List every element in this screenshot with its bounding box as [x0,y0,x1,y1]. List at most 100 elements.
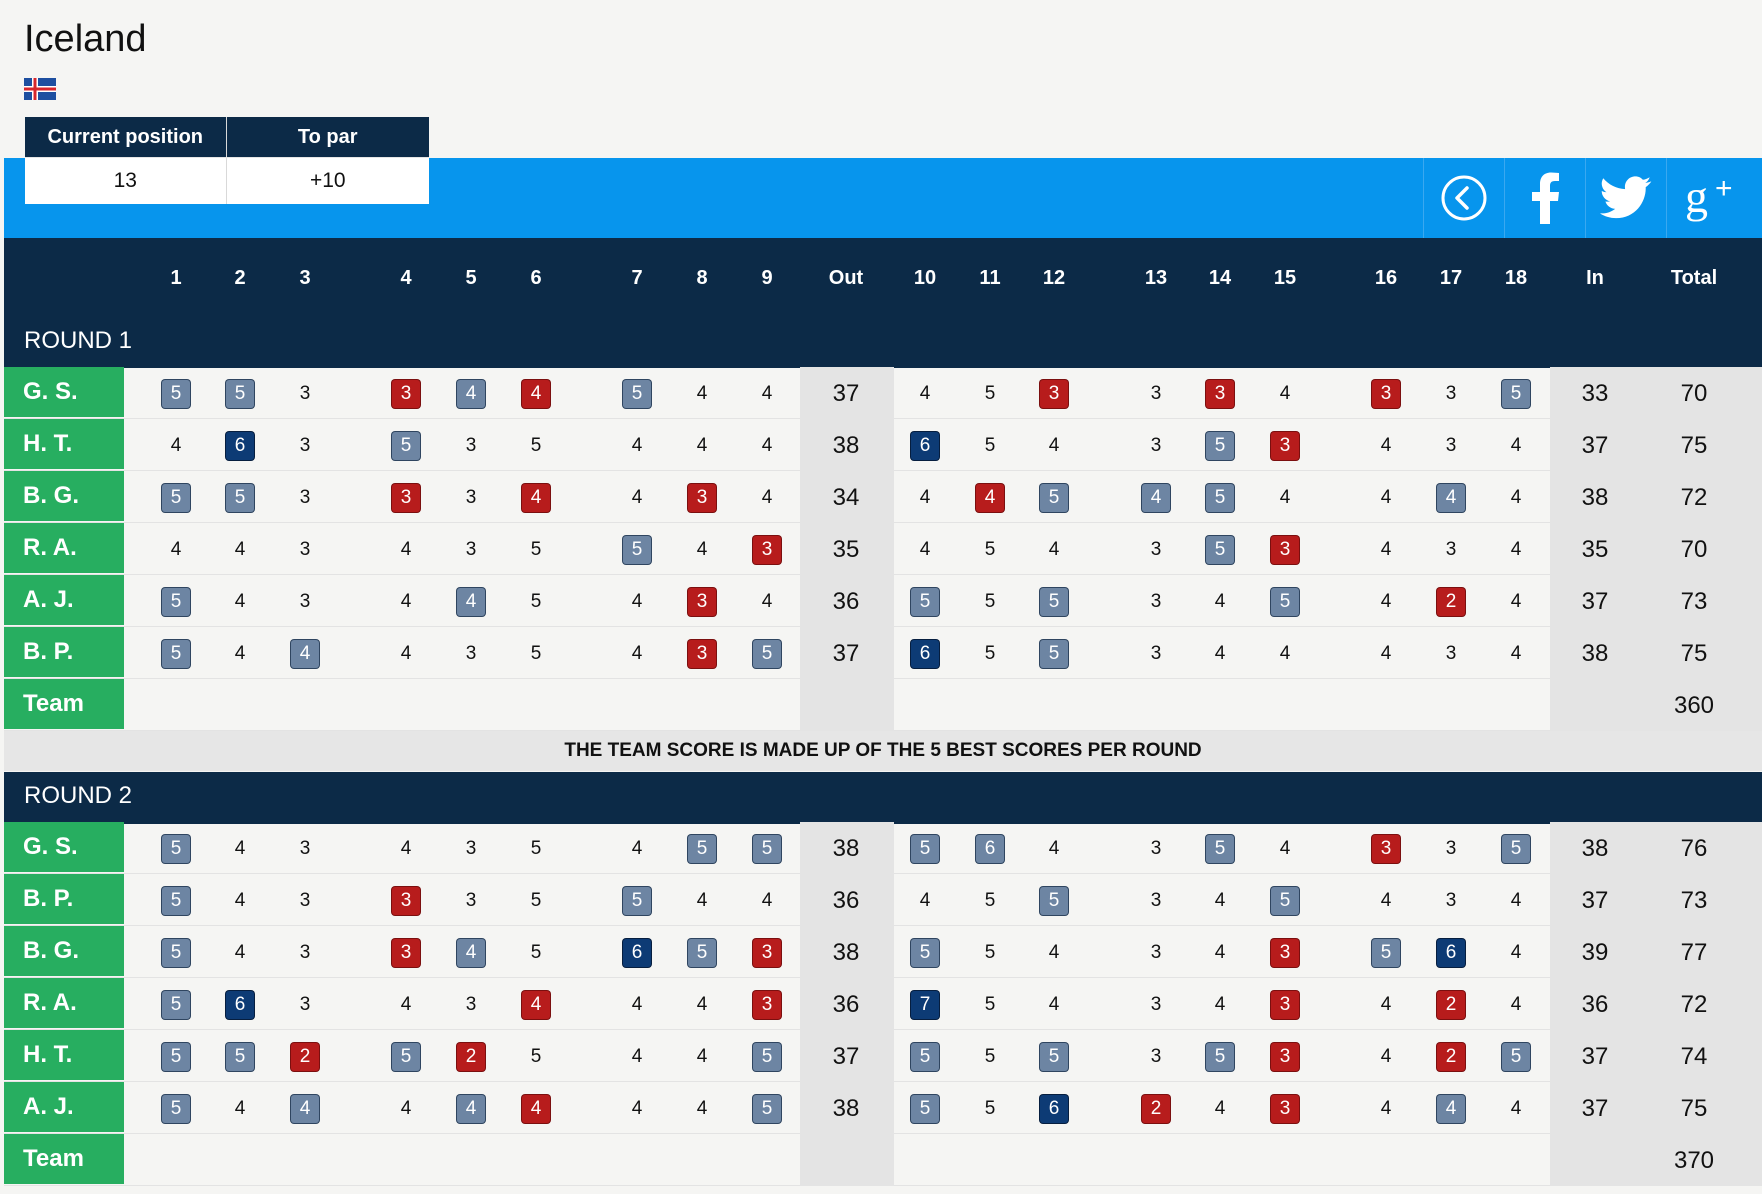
svg-text:g: g [1685,172,1708,222]
hole-12-score: 5 [1040,588,1068,616]
hole-13-score: 2 [1142,1095,1170,1123]
hole-13-score: 3 [1150,994,1162,1015]
hole-6-score: 4 [522,380,550,408]
hole-10-score: 5 [911,1043,939,1071]
player-name[interactable]: R. A. [4,523,124,573]
hole-16-score: 3 [1372,835,1400,863]
hole-9-score: 5 [753,1043,781,1071]
hole-16-score: 5 [1372,939,1400,967]
hole-1-score: 5 [162,1095,190,1123]
hole-4-score: 3 [392,380,420,408]
player-name[interactable]: B. P. [4,627,124,677]
back-button[interactable] [1423,158,1504,238]
in-column-bg [1550,926,1762,978]
hole-15-score: 4 [1279,383,1291,404]
out-column-bg [800,1030,894,1082]
hole-11-score: 5 [984,994,996,1015]
player-name[interactable]: G. S. [4,822,124,872]
player-name[interactable]: H. T. [4,1030,124,1080]
google-plus-icon: g + [1685,172,1733,222]
hole-15-score: 5 [1271,887,1299,915]
hole-9-score: 4 [761,487,773,508]
hole-6-score: 5 [530,435,542,456]
hole-5-score: 4 [457,939,485,967]
google-plus-button[interactable]: g + [1666,158,1762,238]
player-name[interactable]: B. G. [4,926,124,976]
in-score: 37 [1581,432,1609,459]
hole-5-score: 3 [465,890,477,911]
player-name[interactable]: G. S. [4,367,124,417]
hole-11-score: 5 [984,539,996,560]
hole-4-score: 4 [400,591,412,612]
hole-8-score: 4 [696,1098,708,1119]
hole-5-score: 3 [465,838,477,859]
hole-13-score: 3 [1150,890,1162,911]
hole-4-score: 5 [392,432,420,460]
hole-1-score: 5 [162,588,190,616]
hole-18-score: 5 [1502,1043,1530,1071]
total-score: 75 [1680,1095,1708,1122]
facebook-button[interactable] [1504,158,1585,238]
hole-3-score: 3 [299,435,311,456]
hole-10-score: 6 [911,640,939,668]
hole-14-score: 4 [1214,890,1226,911]
hole-15-score: 4 [1279,487,1291,508]
total-score: 72 [1680,991,1708,1018]
in-column-bg [1550,575,1762,627]
hole-18-score: 5 [1502,835,1530,863]
hole-6-score: 4 [522,1095,550,1123]
hole-6-score: 5 [530,539,542,560]
hole-7-score: 4 [631,838,643,859]
hole-8-score: 4 [696,994,708,1015]
hole-5-score: 3 [465,539,477,560]
hole-8-score: 4 [696,539,708,560]
hole-7-score: 5 [623,536,651,564]
column-header-17: 17 [1439,267,1463,289]
player-name[interactable]: A. J. [4,1082,124,1132]
hole-5-score: 3 [465,435,477,456]
out-column-bg [800,1082,894,1134]
hole-10-score: 4 [919,487,931,508]
hole-5-score: 4 [457,588,485,616]
total-score: 70 [1680,536,1708,563]
hole-2-score: 5 [226,380,254,408]
in-score: 36 [1581,991,1609,1018]
column-header-4: 4 [400,267,412,289]
hole-12-score: 4 [1048,994,1060,1015]
player-name[interactable]: R. A. [4,978,124,1028]
hole-18-score: 5 [1502,380,1530,408]
out-column-bg [800,471,894,523]
team-total: 370 [1673,1147,1715,1174]
player-name[interactable]: H. T. [4,419,124,469]
team-label[interactable]: Team [4,1134,124,1184]
hole-12-score: 4 [1048,838,1060,859]
hole-4-score: 4 [400,539,412,560]
hole-3-score: 2 [291,1043,319,1071]
player-name[interactable]: B. P. [4,874,124,924]
hole-10-score: 5 [911,1095,939,1123]
in-column-bg [1550,679,1762,731]
twitter-button[interactable] [1585,158,1666,238]
out-score: 36 [832,991,860,1018]
out-column-bg [800,627,894,679]
hole-12-score: 4 [1048,539,1060,560]
hole-10-score: 5 [911,588,939,616]
hole-11-score: 5 [984,435,996,456]
out-score: 37 [832,380,860,407]
hole-1-score: 5 [162,1043,190,1071]
in-score: 37 [1581,588,1609,615]
hole-12-score: 3 [1040,380,1068,408]
hole-17-score: 3 [1445,890,1457,911]
hole-1-score: 5 [162,835,190,863]
team-label[interactable]: Team [4,679,124,729]
out-score: 36 [832,588,860,615]
player-name[interactable]: A. J. [4,575,124,625]
hole-10-score: 4 [919,383,931,404]
hole-5-score: 2 [457,1043,485,1071]
hole-1-score: 5 [162,991,190,1019]
player-row: B. G. 5 4 3 3 4 5 6 5 3 5 5 4 3 4 3 5 6 4 38 39 77 [4,926,1762,978]
hole-8-score: 3 [688,640,716,668]
total-score: 72 [1680,484,1708,511]
in-column-bg [1550,1030,1762,1082]
player-name[interactable]: B. G. [4,471,124,521]
